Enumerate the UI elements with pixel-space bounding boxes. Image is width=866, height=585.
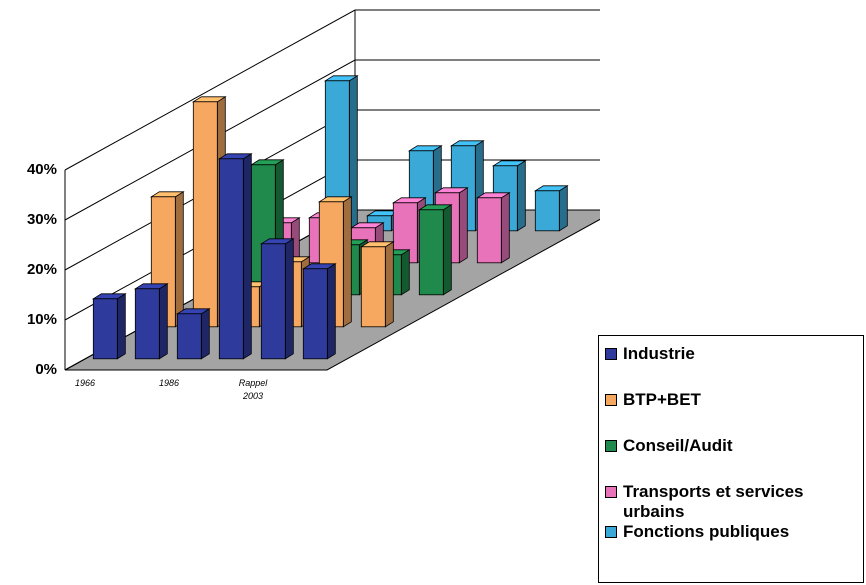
- legend-label: Fonctions publiques: [623, 522, 790, 541]
- bar: [176, 313, 202, 360]
- legend-swatch: [605, 526, 617, 538]
- chart: 0% 10% 20% 30% 40% 1966 1986 Rappel 2003: [27, 9, 618, 401]
- legend-item: Industrie: [605, 344, 857, 364]
- legend-label: Transports et services urbains: [623, 482, 804, 521]
- grid-line: [64, 59, 617, 221]
- bar-side: [442, 204, 452, 296]
- bar-side: [116, 293, 126, 360]
- legend-item: Fonctions publiques: [605, 522, 857, 542]
- bar: [418, 209, 444, 296]
- bar-side: [200, 308, 210, 360]
- x-tick-label: 1986: [159, 378, 179, 388]
- legend-item: BTP+BET: [605, 390, 857, 410]
- legend-label: BTP+BET: [623, 390, 701, 409]
- legend: Industrie BTP+BET Conseil/Audit Transports …: [598, 335, 864, 583]
- bar-side: [516, 160, 526, 232]
- bar: [134, 288, 160, 360]
- bar-side: [174, 191, 184, 328]
- legend-item: Transports et services urbains: [605, 482, 857, 522]
- legend-label: Conseil/Audit: [623, 436, 733, 455]
- bar-side: [242, 153, 252, 360]
- legend-swatch: [605, 486, 617, 498]
- bar-side: [384, 241, 394, 328]
- bar: [192, 101, 218, 328]
- bar-side: [500, 192, 510, 264]
- bar: [302, 268, 328, 360]
- bar-side: [558, 185, 568, 232]
- bar-side: [458, 187, 468, 264]
- grid-line: [64, 9, 617, 171]
- legend-label: Industrie: [623, 344, 695, 363]
- legend-item: Conseil/Audit: [605, 436, 857, 456]
- legend-swatch: [605, 440, 617, 452]
- bar: [534, 190, 560, 232]
- legend-swatch: [605, 348, 617, 360]
- bar-side: [342, 196, 352, 328]
- legend-swatch: [605, 394, 617, 406]
- y-tick-label: 0%: [35, 361, 57, 378]
- y-tick-label: 20%: [27, 261, 57, 278]
- bar: [360, 246, 386, 328]
- bar: [260, 243, 286, 360]
- bar: [476, 197, 502, 264]
- x-tick-label: Rappel 2003: [239, 378, 269, 401]
- bar: [218, 158, 244, 360]
- bar-side: [158, 283, 168, 360]
- y-tick-label: 40%: [27, 161, 57, 178]
- bar-side: [400, 249, 410, 296]
- bar-side: [284, 238, 294, 360]
- y-tick-label: 10%: [27, 311, 57, 328]
- bar: [92, 298, 118, 360]
- y-tick-label: 30%: [27, 211, 57, 228]
- x-tick-label: 1966: [75, 378, 95, 388]
- bar-side: [326, 263, 336, 360]
